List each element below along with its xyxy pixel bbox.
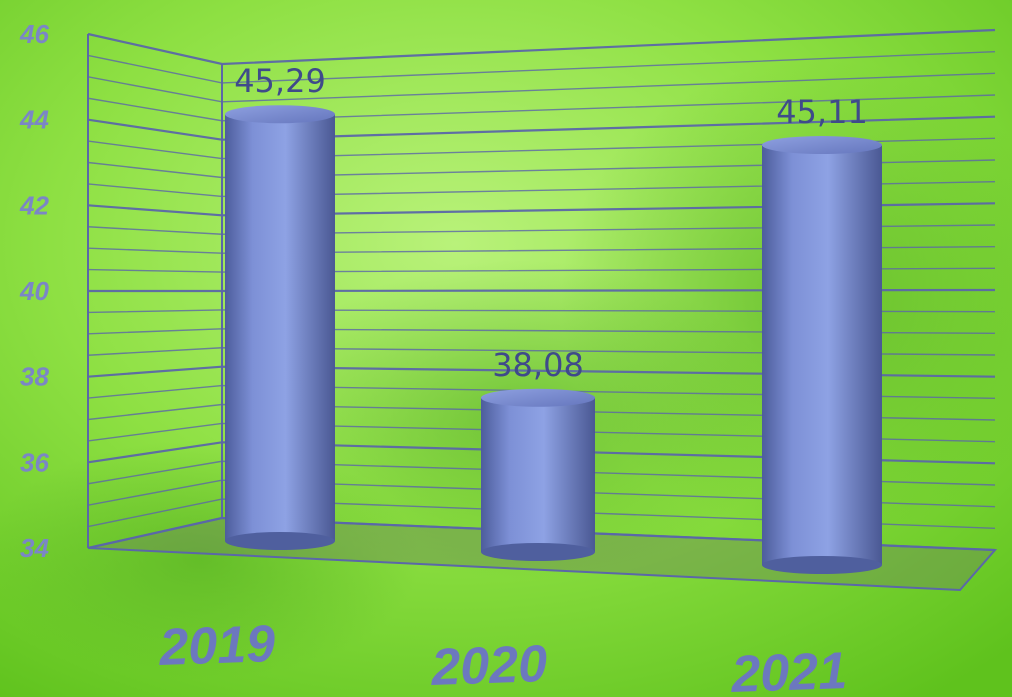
y-tick-label: 44 [19, 105, 49, 135]
bar-base [481, 543, 595, 561]
y-tick-label: 38 [20, 362, 49, 392]
bar-base [225, 532, 335, 550]
x-category-label: 2019 [157, 615, 276, 677]
y-tick-label: 42 [19, 190, 49, 220]
data-label: 45,11 [776, 93, 868, 131]
bar-body [481, 397, 595, 552]
data-label: 38,08 [492, 346, 584, 384]
y-tick-label: 34 [20, 533, 49, 563]
bar-body [762, 145, 882, 566]
y-tick-label: 36 [20, 447, 49, 477]
data-label: 45,29 [234, 62, 326, 100]
bar-body [225, 114, 335, 541]
y-tick-label: 46 [19, 19, 49, 49]
bar-cap [762, 136, 882, 155]
bar-2020 [481, 388, 595, 561]
y-tick-label: 40 [19, 276, 49, 306]
bar-cap [481, 388, 595, 407]
x-category-label: 2020 [429, 635, 548, 697]
x-category-label: 2021 [729, 642, 848, 697]
bar-2019 [225, 105, 335, 550]
bar-base [762, 556, 882, 574]
bar-cap [225, 105, 335, 124]
bar-2021 [762, 136, 882, 574]
